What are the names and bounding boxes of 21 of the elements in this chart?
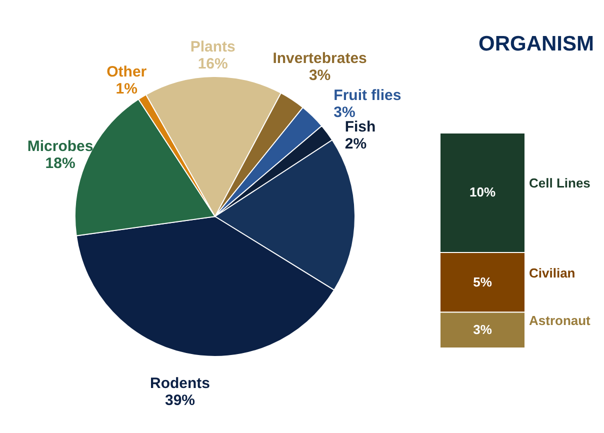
- data-label: 18%: [45, 155, 76, 172]
- data-label: 2%: [344, 136, 367, 153]
- series-label: Astronaut: [529, 313, 592, 328]
- slice-label: Rodents: [150, 374, 210, 392]
- slice-label: Fruit flies: [334, 86, 402, 104]
- slice-label: Fish: [344, 118, 376, 136]
- slice-label: Plants: [190, 38, 236, 56]
- data-label: 16%: [198, 56, 228, 73]
- chart-title: ORGANISM: [478, 32, 594, 56]
- data-label: 3%: [308, 67, 331, 84]
- series-label: Cell Lines: [529, 176, 590, 191]
- data-label: 10%: [469, 184, 496, 200]
- data-label: 39%: [165, 392, 196, 409]
- data-label: 1%: [116, 80, 138, 98]
- data-label: 3%: [334, 104, 356, 121]
- slice-label: Invertebrates: [272, 50, 367, 68]
- slice-label: Microbes: [27, 138, 94, 156]
- data-label: 3%: [473, 322, 492, 338]
- series-label: Civilian: [529, 265, 576, 280]
- data-label: 5%: [473, 274, 492, 290]
- slice-label: Other: [106, 63, 147, 80]
